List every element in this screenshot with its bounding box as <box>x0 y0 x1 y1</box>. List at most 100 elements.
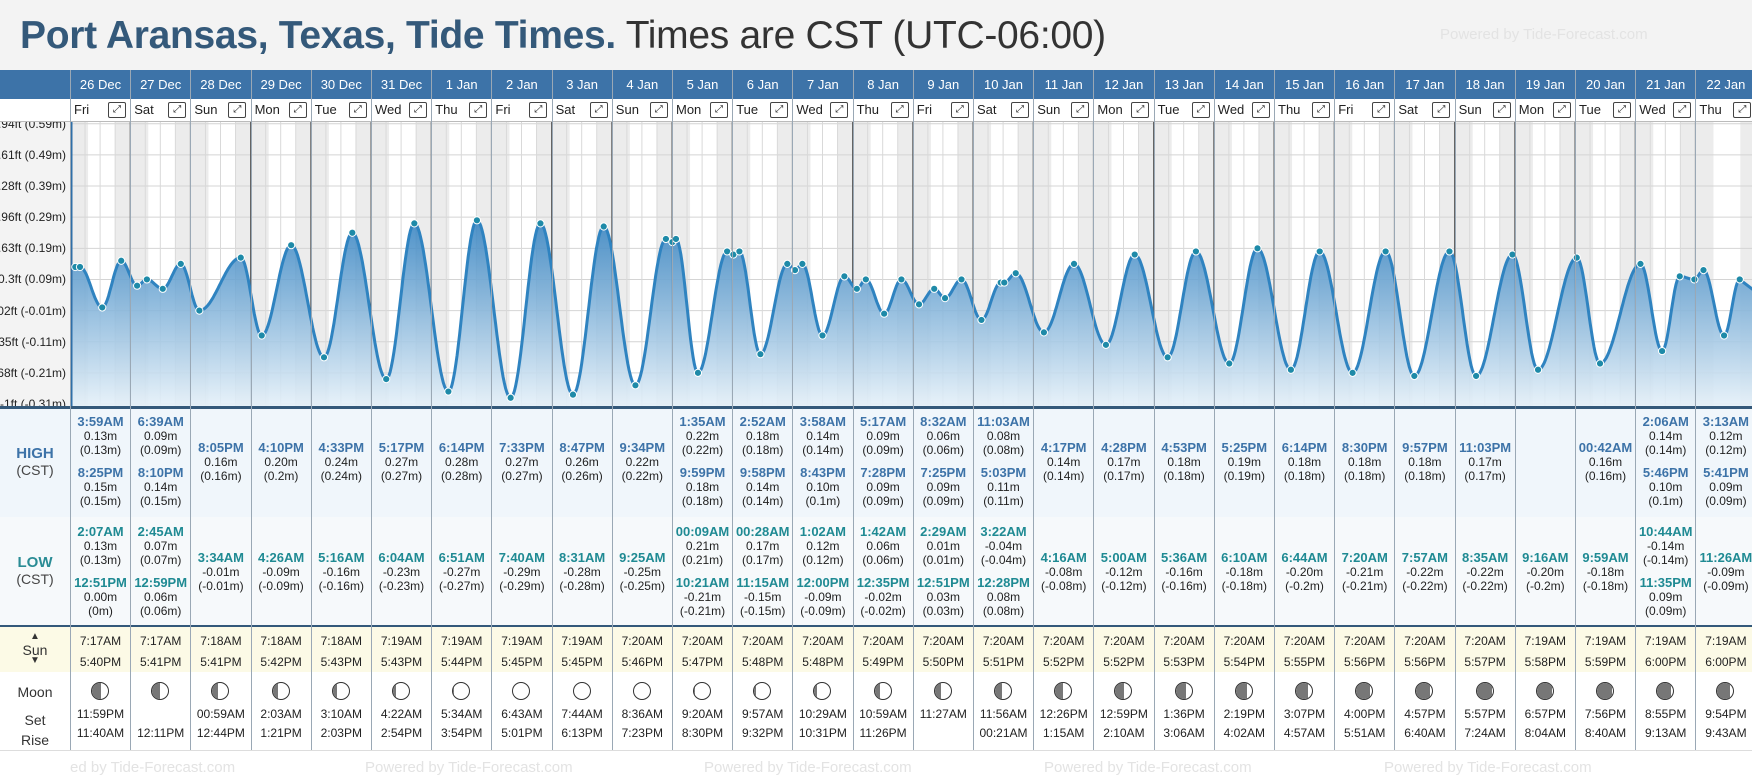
expand-icon[interactable]: ⤢ <box>409 102 427 118</box>
expand-icon[interactable]: ⤢ <box>1251 102 1270 118</box>
low-tide-time: 12:59PM <box>134 575 188 590</box>
high-tide-height: 0.17m <box>1107 455 1141 469</box>
weekday-label: Sun <box>1458 102 1482 117</box>
expand-icon[interactable]: ⤢ <box>1432 102 1451 118</box>
tide-extreme-point <box>957 275 966 284</box>
moonrise-time: 7:23PM <box>621 726 663 740</box>
expand-icon[interactable]: ⤢ <box>228 102 247 118</box>
low-tide-time: 8:35AM <box>1461 550 1509 565</box>
date-label: 16 Jan <box>1345 77 1385 92</box>
low-tide-height: -0.22m <box>1466 565 1504 579</box>
expand-icon[interactable]: ⤢ <box>589 102 608 118</box>
expand-icon[interactable]: ⤢ <box>469 102 488 118</box>
expand-icon[interactable]: ⤢ <box>950 102 969 118</box>
y-axis: -1ft (-0.31m) -0.68ft (-0.21m) -0.35ft (-0… <box>0 122 70 407</box>
sunset-time: 5:50PM <box>922 655 964 669</box>
expand-icon[interactable]: ⤢ <box>890 102 909 118</box>
expand-icon[interactable]: ⤢ <box>1613 102 1631 118</box>
low-tide-time: 2:29AM <box>920 524 967 539</box>
expand-icon[interactable]: ⤢ <box>1492 102 1511 118</box>
sunrise-time: 7:20AM <box>742 634 784 648</box>
moonrise-time: 8:40AM <box>1584 726 1627 740</box>
high-tide-entry: 4:33PM 0.24m (0.24m) <box>312 440 371 483</box>
low-tide-time: 12:28PM <box>977 575 1030 590</box>
high-tide-time: 9:59PM <box>679 465 726 480</box>
expand-icon[interactable]: ⤢ <box>1071 102 1090 118</box>
weekday-cell: Sun ⤢ <box>613 99 672 121</box>
moonrise-time: 6:13PM <box>561 726 603 740</box>
expand-icon[interactable]: ⤢ <box>288 102 307 118</box>
expand-icon[interactable]: ⤢ <box>1552 102 1571 118</box>
high-tide-height-alt: (0.14m) <box>1645 443 1687 457</box>
high-tide-height: 0.09m <box>144 429 178 443</box>
date-label: 28 Dec <box>200 77 242 92</box>
low-tide-height-alt: (-0.16m) <box>1161 579 1207 593</box>
date-label: 14 Jan <box>1224 77 1264 92</box>
sunset-time: 5:46PM <box>621 655 663 669</box>
expand-icon[interactable]: ⤢ <box>108 102 126 118</box>
low-tide-height-alt: (-0.18m) <box>1582 579 1629 593</box>
high-tide-time: 8:25PM <box>77 465 124 480</box>
expand-icon[interactable]: ⤢ <box>770 102 789 118</box>
tide-extreme-point <box>1445 247 1454 256</box>
moonrise-time: 4:02AM <box>1223 726 1265 740</box>
expand-icon[interactable]: ⤢ <box>649 102 668 118</box>
footer-watermark: Powered by Tide-Forecast.com <box>1384 759 1592 776</box>
sunset-time: 5:56PM <box>1344 655 1386 669</box>
tide-extreme-point <box>1253 244 1262 253</box>
low-tide-entry: 2:29AM 0.01m (0.01m) <box>914 524 973 567</box>
date-label: 19 Jan <box>1525 77 1565 92</box>
high-tide-height: 0.18m <box>1167 455 1201 469</box>
low-tide-time: 10:44AM <box>1638 524 1693 539</box>
day-column: 27 Dec Sat ⤢ 6:39AM 0.09m (0.09m) 8:10PM 0.14m(… <box>130 70 190 750</box>
sunrise-time: 7:20AM <box>1283 634 1326 648</box>
low-tide-entry: 00:09AM 0.21m (0.21m) <box>673 524 732 567</box>
low-tide-height-alt: (-0.22m) <box>1402 579 1448 593</box>
moon-phase-icon <box>151 682 170 700</box>
moonrise-label: Rise <box>20 732 49 748</box>
high-tide-entry: 3:58AM 0.14m (0.14m) <box>793 414 852 457</box>
high-tide-height-alt: (0.18m) <box>742 443 784 457</box>
moon-phase-icon <box>632 682 651 700</box>
low-tide-height-alt: (0.06m) <box>140 604 182 618</box>
expand-icon[interactable]: ⤢ <box>1011 102 1029 118</box>
high-tide-height-alt: (0.09m) <box>1705 494 1747 508</box>
high-tide-height: 0.26m <box>565 455 599 469</box>
expand-icon[interactable]: ⤢ <box>1372 102 1391 118</box>
weekday-cell: Sat ⤢ <box>1395 99 1454 121</box>
high-tide-height: 0.16m <box>204 455 238 469</box>
tide-extreme-point <box>1163 353 1172 362</box>
weekday-cell: Thu ⤢ <box>1696 99 1752 121</box>
y-tick-label: 1.94ft (0.59m) <box>0 122 66 131</box>
expand-icon[interactable]: ⤢ <box>710 102 728 118</box>
high-tide-height: 0.12m <box>1709 429 1743 443</box>
expand-icon[interactable]: ⤢ <box>168 102 187 118</box>
moonset-time: 9:57AM <box>742 707 784 721</box>
low-tide-time: 9:25AM <box>619 550 666 565</box>
low-tide-time: 11:35PM <box>1639 575 1692 590</box>
y-tick-label: -0.02ft (-0.01m) <box>0 303 66 318</box>
weekday-cell: Wed ⤢ <box>1215 99 1274 121</box>
sun-collapse-icon[interactable]: ▼ <box>30 655 40 666</box>
expand-icon[interactable]: ⤢ <box>1191 102 1210 118</box>
moonrise-time: 8:04AM <box>1524 726 1566 740</box>
expand-icon[interactable]: ⤢ <box>1312 102 1330 118</box>
high-tide-time: 9:58PM <box>739 465 786 480</box>
expand-icon[interactable]: ⤢ <box>830 102 849 118</box>
moonset-time: 5:57PM <box>1464 707 1506 721</box>
moon-phase-icon <box>1114 682 1133 700</box>
sunrise-time: 7:19AM <box>561 634 603 648</box>
expand-icon[interactable]: ⤢ <box>529 102 548 118</box>
expand-icon[interactable]: ⤢ <box>1733 102 1752 118</box>
sunrise-time: 7:19AM <box>501 634 543 648</box>
low-tide-height: 0.09m <box>1649 590 1683 604</box>
expand-icon[interactable]: ⤢ <box>348 102 367 118</box>
expand-icon[interactable]: ⤢ <box>1673 102 1692 118</box>
sun-expand-icon[interactable]: ▲ <box>30 631 40 642</box>
low-tide-entry: 2:07AM 0.13m (0.13m) <box>71 524 130 567</box>
expand-icon[interactable]: ⤢ <box>1131 102 1150 118</box>
day-column: 18 Jan Sun ⤢ 11:03PM 0.17m (0.17m) 8:35AM -0.22… <box>1454 70 1515 750</box>
weekday-cell: Thu ⤢ <box>1275 99 1334 121</box>
high-tide-time: 5:17PM <box>378 440 425 455</box>
weekday-cell: Mon ⤢ <box>1094 99 1153 121</box>
